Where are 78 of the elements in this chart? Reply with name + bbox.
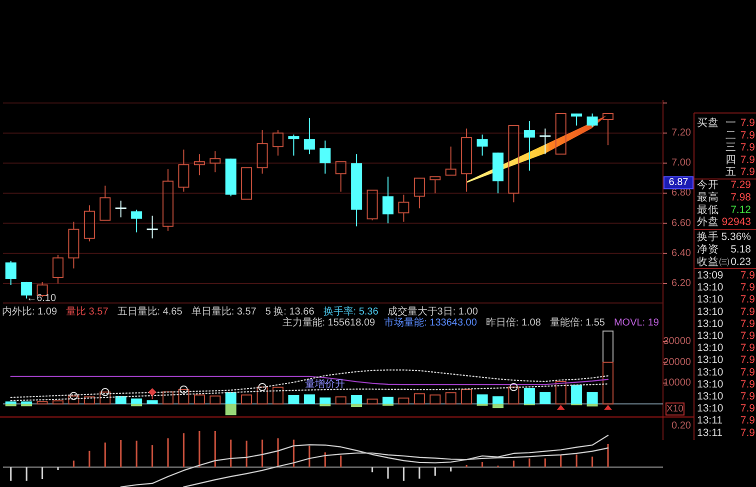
text: 13:11 [697, 426, 723, 439]
text: 量能倍: 1.55 [550, 316, 606, 328]
text: 7.9 [740, 154, 756, 166]
text: 92943 [722, 216, 752, 228]
text: 量比 3.57 [66, 306, 109, 318]
text: 7.98 [730, 191, 752, 204]
series-label: 量增价升 [305, 378, 346, 390]
text: 7.29 [730, 179, 752, 191]
text: 13:11 [697, 414, 723, 427]
text: 7.12 [730, 204, 752, 216]
text: 7.9 [740, 354, 756, 366]
text: 7.9 [740, 426, 756, 439]
text: 7.9 [740, 318, 756, 330]
text: 13:09 [697, 270, 724, 282]
text: MOVL: 19 [614, 318, 660, 328]
text: 最低 [697, 204, 719, 216]
y-tick-label: 6.40 [672, 248, 692, 259]
text: 7.9 [740, 402, 756, 415]
text: 13:10 [697, 294, 724, 306]
text: 一 [726, 117, 736, 129]
text: 5.36% [721, 231, 751, 243]
y-tick-label: 20000 [663, 356, 692, 368]
y-tick-label: 6.60 [672, 218, 692, 229]
text: 净资 [697, 243, 719, 256]
text: 换手 [697, 230, 719, 243]
text: 收益㈢ [697, 256, 730, 268]
text: 7.9 [740, 166, 756, 178]
text: 13:10 [697, 402, 724, 415]
y-tick-label: 10000 [663, 378, 692, 389]
text: 0.23 [730, 256, 752, 268]
y-tick-label: 7.20 [672, 128, 692, 139]
text: 7.9 [740, 282, 756, 294]
text: 市场量能: 133643.00 [384, 316, 478, 328]
text: 7.9 [740, 366, 756, 378]
text: 13:10 [697, 390, 724, 402]
text: 7.9 [740, 270, 756, 282]
text: 7.9 [740, 330, 756, 342]
text: 换手率: 5.36 [323, 306, 379, 318]
annotation: ←6.10 [26, 292, 56, 304]
text: 7.9 [740, 306, 756, 318]
text: 单日量比: 3.57 [191, 306, 257, 318]
text: 主力量能: 155618.09 [282, 316, 376, 328]
y-axis-title: X10 [666, 404, 684, 414]
text: 13:10 [697, 330, 724, 342]
text: 13:10 [697, 282, 724, 294]
text: 外盘 [697, 216, 719, 228]
y-tick-label: 6.20 [672, 278, 692, 289]
text: 0.20 [672, 420, 692, 432]
text: 五 [726, 166, 736, 178]
text: 内外比: 1.09 [2, 306, 58, 318]
text: 买盘 [697, 117, 719, 129]
text: 7.9 [740, 378, 756, 390]
text: 三 [726, 142, 736, 154]
annotation: 6.87 [668, 177, 689, 188]
text: 5.18 [730, 243, 752, 256]
text: 最高 [697, 190, 719, 204]
text: 昨日倍: 1.08 [486, 316, 542, 328]
text: 7.9 [740, 117, 756, 129]
text: 13:10 [697, 318, 724, 330]
text: 二 [726, 129, 736, 142]
text: 成交量大于3日: 1.00 [387, 306, 478, 318]
text: 7.9 [740, 129, 756, 142]
text: 7.9 [740, 390, 756, 402]
y-tick-label: 30000 [663, 336, 692, 347]
text: 13:10 [697, 378, 724, 390]
text: 7.9 [740, 294, 756, 306]
text: 今开 [697, 179, 719, 191]
y-tick-label: 7.00 [672, 158, 692, 169]
text: 四 [726, 154, 736, 166]
text: 7.9 [740, 414, 756, 427]
text: 13:10 [697, 354, 724, 366]
text: 13:10 [697, 342, 724, 354]
text: 7.9 [740, 142, 756, 154]
text: 7.9 [740, 342, 756, 354]
text: 13:10 [697, 306, 724, 318]
text: 五日量比: 4.65 [117, 306, 183, 318]
text: 5 换: 13.66 [265, 306, 315, 318]
text: 13:10 [697, 366, 724, 378]
